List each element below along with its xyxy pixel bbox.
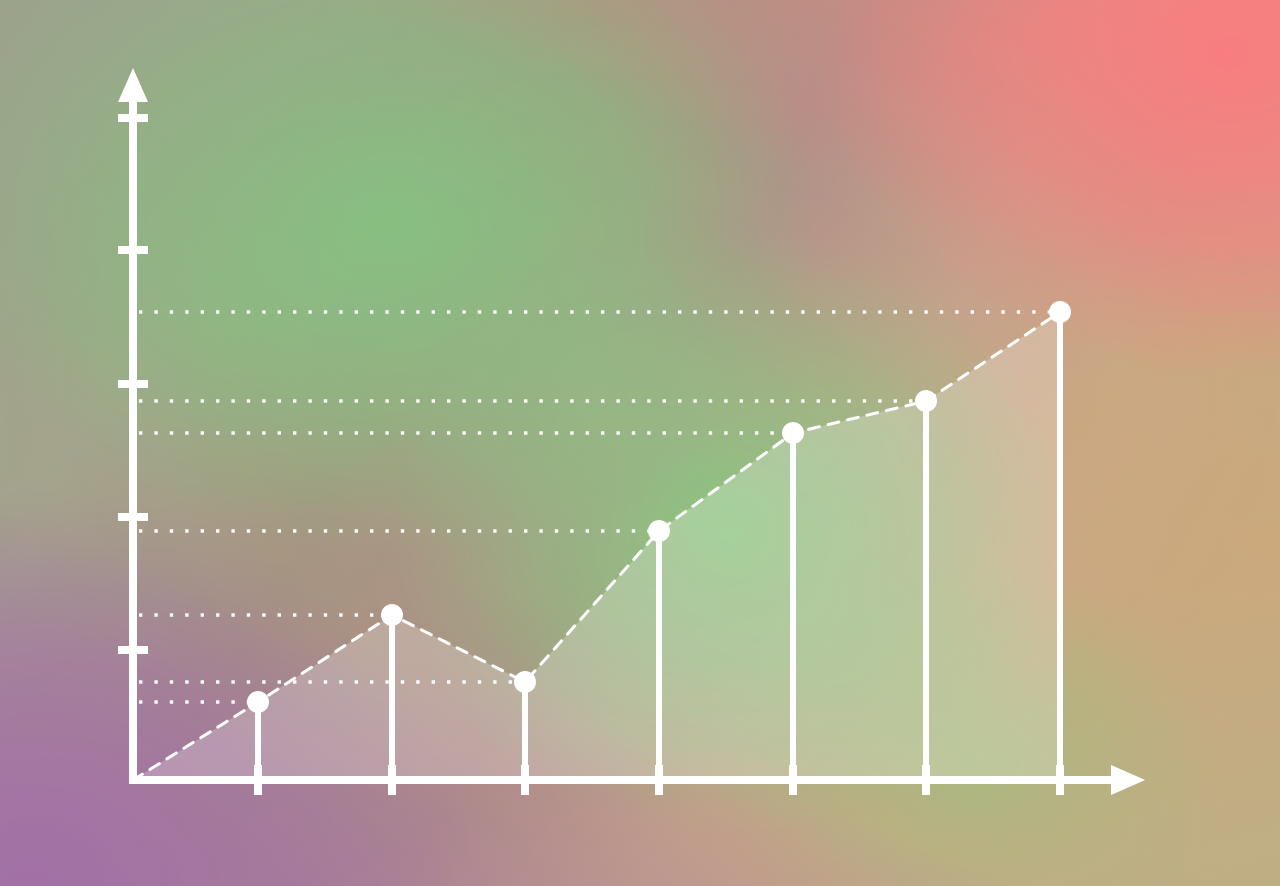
arrow-up-icon — [118, 68, 148, 102]
arrow-right-icon — [1111, 765, 1145, 795]
axis-group — [118, 68, 1145, 795]
data-point-marker-2 — [381, 604, 403, 626]
data-point-marker-6 — [915, 390, 937, 412]
data-point-marker-1 — [247, 691, 269, 713]
data-point-marker-4 — [648, 520, 670, 542]
data-point-marker-3 — [514, 671, 536, 693]
y-axis-tick-group — [118, 114, 148, 654]
data-point-marker-5 — [782, 422, 804, 444]
data-point-marker-group — [247, 301, 1071, 713]
area-fill-under-curve — [133, 312, 1060, 780]
stem-group — [255, 312, 1063, 780]
data-point-marker-7 — [1049, 301, 1071, 323]
x-axis-tick-group — [254, 765, 1064, 795]
gridline-group — [139, 310, 1060, 704]
